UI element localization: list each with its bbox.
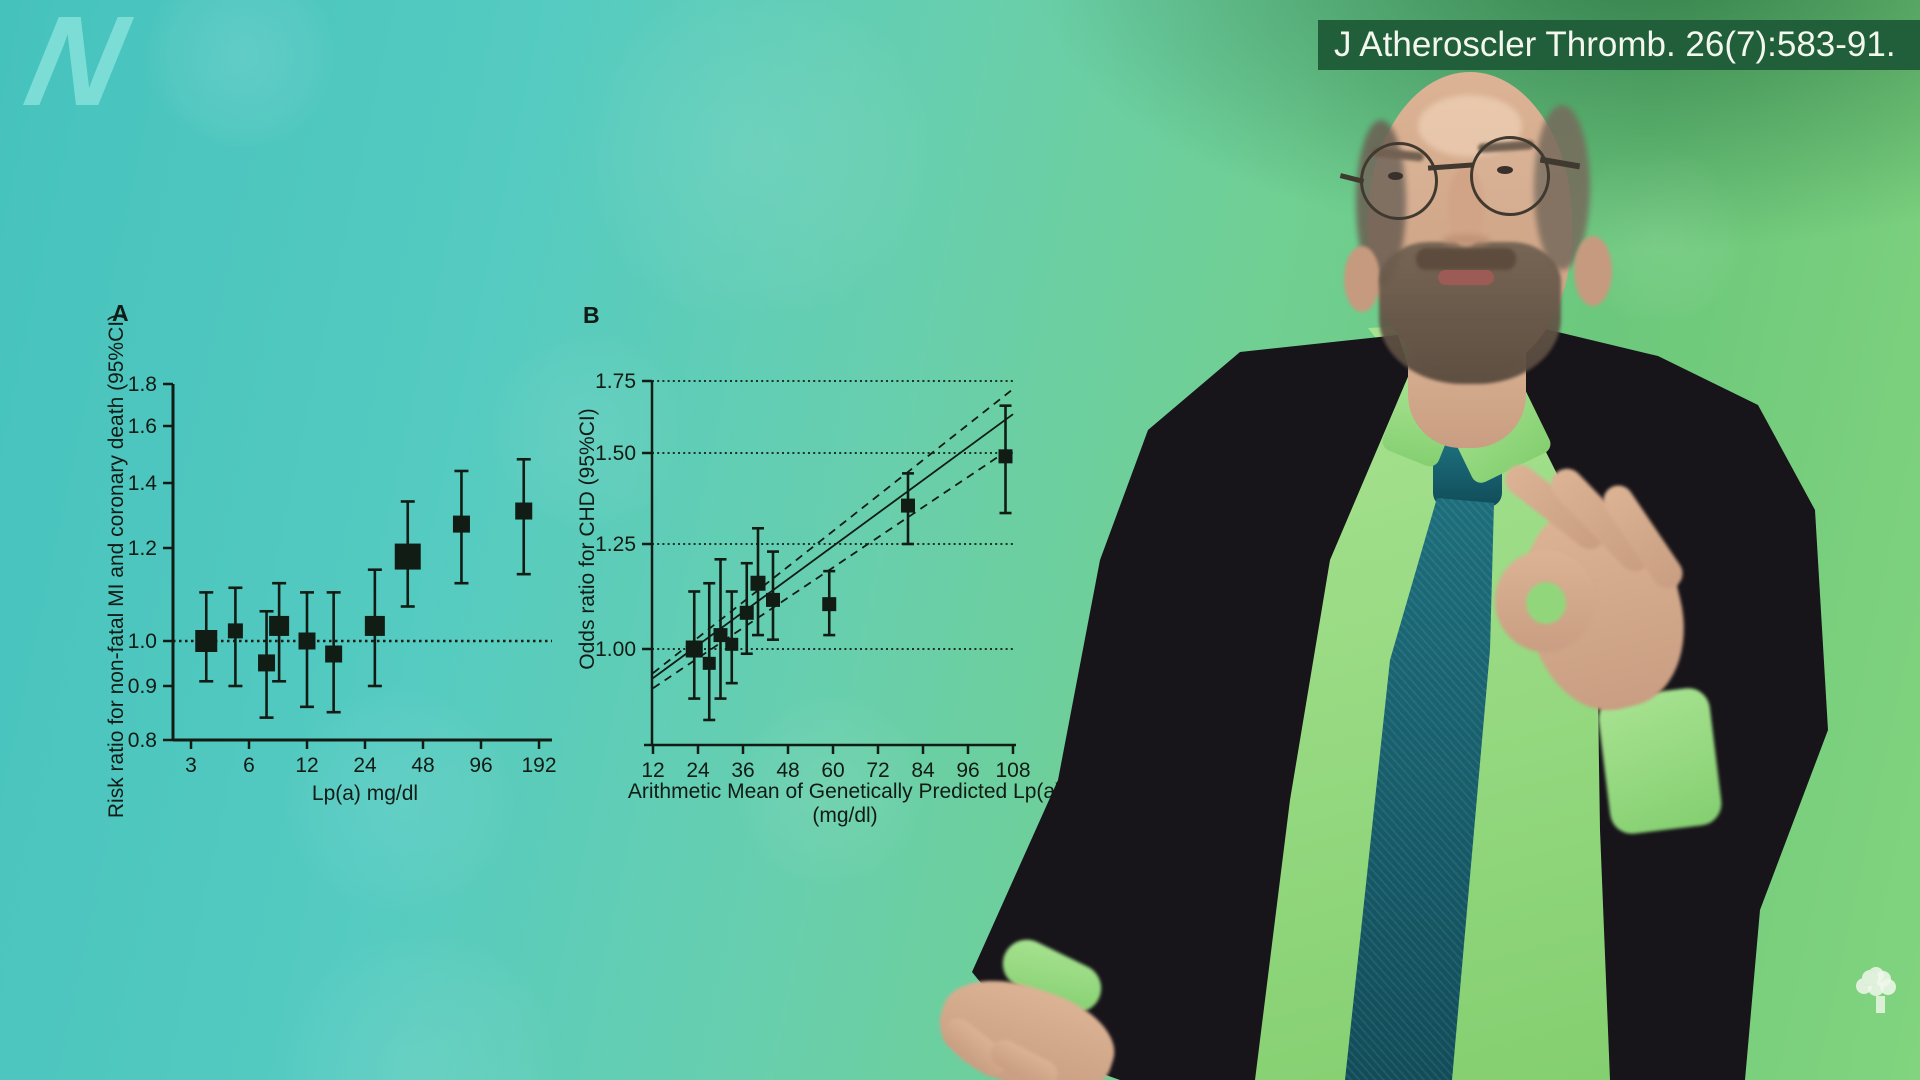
presenter-ear-left	[1344, 246, 1380, 312]
tree-trunk-icon	[1876, 996, 1885, 1013]
presenter-mustache	[1416, 248, 1516, 270]
citation-banner: J Atheroscler Thromb. 26(7):583-91.	[1318, 20, 1920, 70]
presenter-ear-right	[1574, 236, 1612, 306]
presenter-nose-shadow	[1442, 234, 1490, 246]
presenter-mouth	[1438, 270, 1494, 285]
tree-icon	[1852, 966, 1912, 1022]
glasses-lens-left-icon	[1360, 142, 1438, 220]
presenter-ring-hole	[1526, 582, 1566, 624]
tree-canopy-icon	[1862, 970, 1878, 986]
glasses-lens-right-icon	[1470, 136, 1550, 216]
